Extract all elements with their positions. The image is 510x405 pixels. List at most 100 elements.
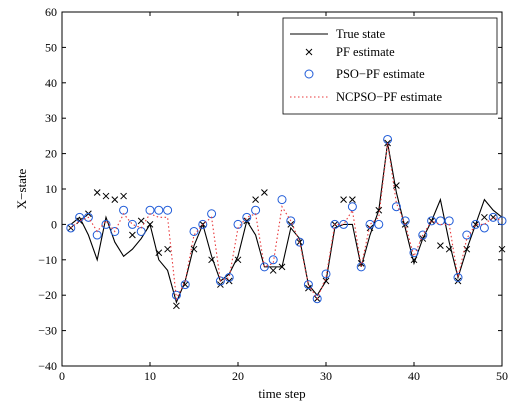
pso-pf-point xyxy=(427,216,437,226)
pso-pf-point xyxy=(400,216,410,226)
pf-point xyxy=(375,206,383,214)
pf-point xyxy=(181,281,189,288)
pso-pf-point xyxy=(374,219,384,229)
pso-pf-point xyxy=(198,219,208,229)
pf-point xyxy=(173,302,180,310)
pso-pf-point xyxy=(110,226,120,236)
pf-point xyxy=(481,213,488,221)
legend-ncpso-pf-label: NCPSO−PF estimate xyxy=(336,90,442,104)
x-tick-label: 0 xyxy=(59,369,65,383)
pso-pf-point xyxy=(189,226,199,236)
pf-point xyxy=(410,256,418,264)
pf-point xyxy=(269,267,277,274)
y-tick-label: 20 xyxy=(45,147,57,161)
y-tick-label: −20 xyxy=(38,288,57,302)
pso-pf-point xyxy=(347,202,357,212)
series-0 xyxy=(70,142,503,304)
pso-pf-point xyxy=(418,230,428,240)
pso-pf-point xyxy=(391,202,401,212)
legend-true-state-label: True state xyxy=(336,27,386,41)
pso-pf-point xyxy=(312,294,322,304)
pf-point xyxy=(445,245,453,253)
pf-point xyxy=(164,245,171,253)
pso-pf-point xyxy=(497,216,507,226)
pso-pf-point xyxy=(295,237,305,247)
pso-pf-point xyxy=(339,219,349,229)
y-tick-label: 40 xyxy=(45,76,57,90)
pso-pf-point xyxy=(268,255,278,265)
pso-pf-point xyxy=(409,248,419,258)
y-tick-label: 0 xyxy=(51,217,57,231)
pso-pf-point xyxy=(462,230,472,240)
pf-point xyxy=(278,263,286,271)
pso-pf-point xyxy=(286,216,296,226)
legend-pso-pf-label: PSO−PF estimate xyxy=(336,67,425,81)
pso-pf-point xyxy=(259,262,269,272)
x-tick-label: 50 xyxy=(496,369,508,383)
pso-pf-point xyxy=(277,195,287,205)
y-tick-label: 50 xyxy=(45,40,57,54)
pso-pf-point xyxy=(154,205,164,215)
series-2 xyxy=(66,134,507,304)
ncpso-pf-line xyxy=(70,142,503,301)
pf-point xyxy=(208,256,215,264)
pf-point xyxy=(472,221,479,228)
pso-pf-point xyxy=(303,280,313,290)
axis-ticks: 0 10 20 30 40 50 −40 −30 −20 −10 0 10 20 30 40 50 60 xyxy=(38,5,508,383)
pf-point xyxy=(340,196,347,203)
pf-point xyxy=(190,245,198,253)
pf-point xyxy=(155,249,163,257)
pf-point xyxy=(437,242,444,249)
y-tick-label: 30 xyxy=(45,111,57,125)
pso-pf-point xyxy=(224,273,234,282)
pf-point xyxy=(393,182,400,189)
legend: True state PF estimate PSO−PF estimate N… xyxy=(282,17,498,115)
pf-point xyxy=(102,192,110,200)
pf-point xyxy=(234,256,242,264)
pso-pf-point xyxy=(163,205,173,215)
pso-pf-point xyxy=(75,212,85,222)
pso-pf-point xyxy=(127,219,137,229)
y-tick-label: 10 xyxy=(45,182,57,196)
x-tick-label: 40 xyxy=(408,369,420,383)
pso-pf-point xyxy=(83,212,93,222)
pso-pf-point xyxy=(471,219,481,229)
pso-pf-point xyxy=(66,223,76,233)
pf-point xyxy=(129,231,136,239)
x-tick-label: 10 xyxy=(144,369,156,383)
pf-point xyxy=(261,189,268,196)
pf-point xyxy=(111,196,119,203)
y-axis-label: X−state xyxy=(14,169,29,210)
pso-pf-point xyxy=(101,219,111,229)
series-layer xyxy=(66,134,507,310)
y-tick-label: −30 xyxy=(38,324,57,338)
pso-pf-point xyxy=(479,223,489,233)
pf-point xyxy=(146,221,154,228)
y-tick-label: 60 xyxy=(45,5,57,19)
pso-pf-point xyxy=(435,216,445,226)
pf-point xyxy=(252,196,259,203)
pf-point xyxy=(93,189,101,196)
legend-pf-marker xyxy=(305,48,313,56)
pf-point xyxy=(137,217,145,225)
pso-pf-point xyxy=(242,212,252,222)
legend-pf-label: PF estimate xyxy=(336,45,395,59)
x-axis-label: time step xyxy=(258,386,305,401)
pf-point xyxy=(349,196,356,203)
pso-pf-point xyxy=(453,273,463,282)
x-tick-label: 30 xyxy=(320,369,332,383)
y-tick-label: −40 xyxy=(38,359,57,373)
pf-point xyxy=(322,277,330,285)
pf-point xyxy=(120,192,127,200)
true-state-line xyxy=(70,142,503,304)
series-3 xyxy=(70,142,503,301)
legend-pso-pf-marker xyxy=(304,69,314,79)
pf-point xyxy=(498,245,506,253)
pso-pf-point xyxy=(365,219,375,229)
pso-pf-point xyxy=(321,269,331,279)
pf-point xyxy=(428,217,435,225)
pso-pf-point xyxy=(488,212,498,222)
pso-pf-point xyxy=(356,262,366,272)
x-tick-label: 20 xyxy=(232,369,244,383)
